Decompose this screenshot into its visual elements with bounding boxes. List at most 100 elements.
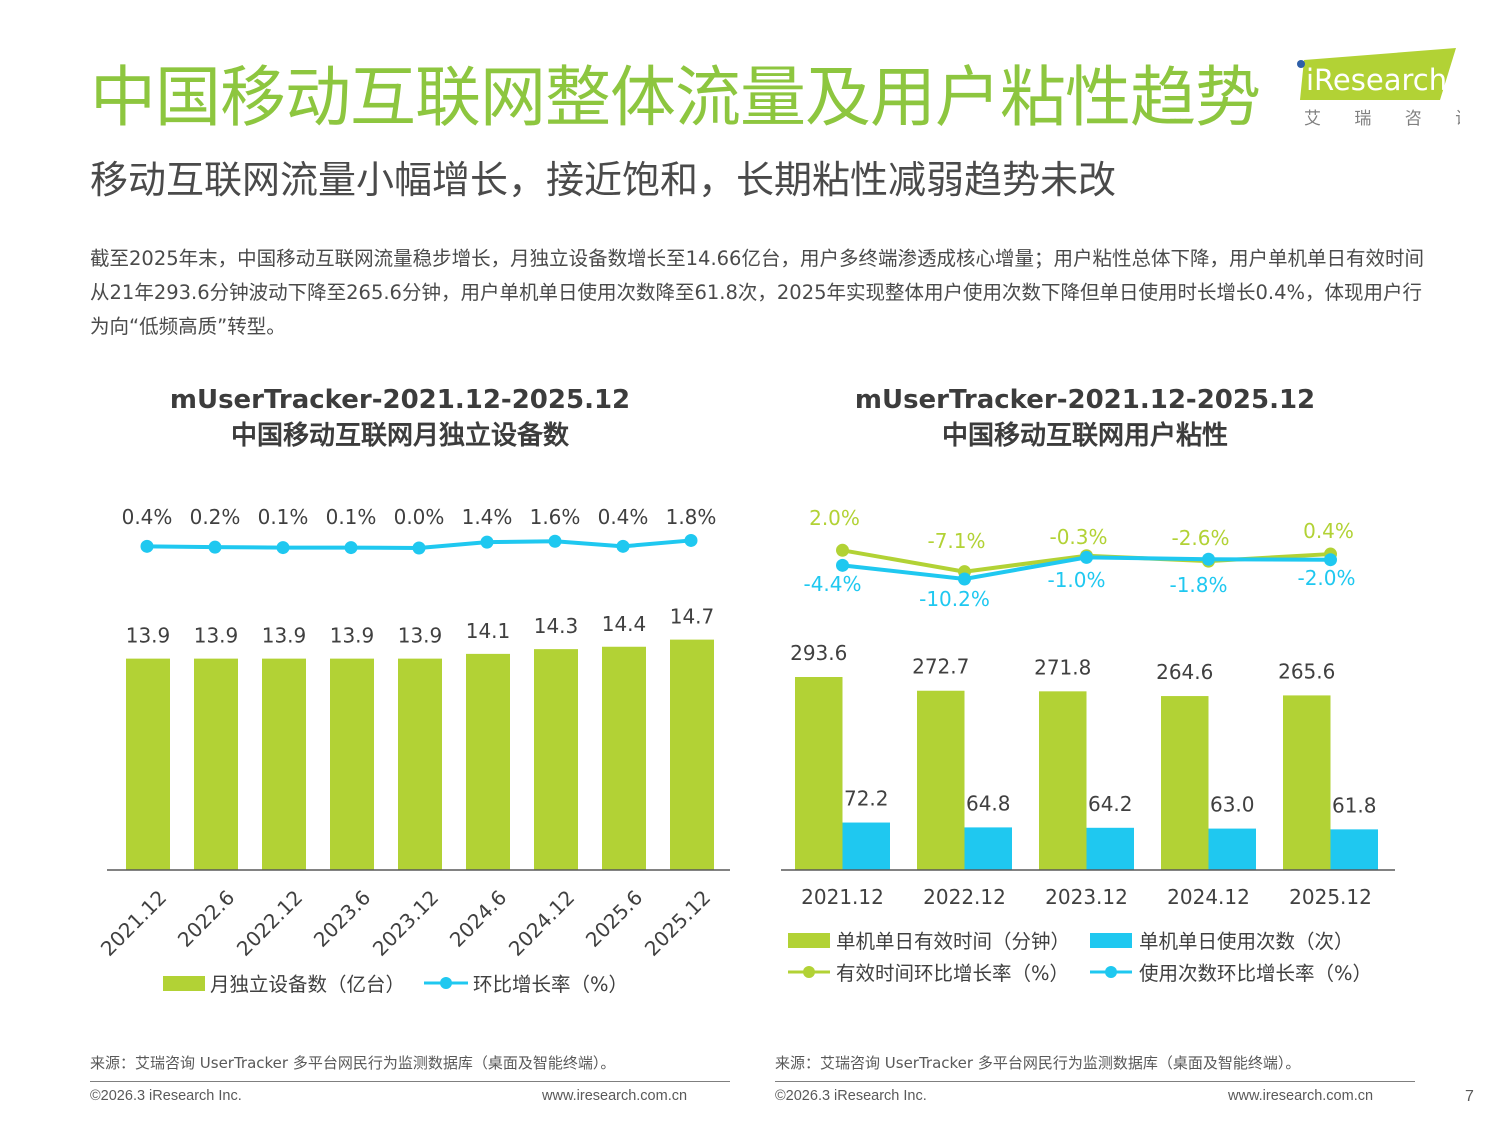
point-growth-2024.12 [548,534,562,548]
line-label-time-growth: 2.0% [809,506,860,530]
bar-time-2022.12 [917,690,965,870]
legend-label-devices: 月独立设备数（亿台） [210,973,405,996]
line-label-growth: 1.4% [462,505,513,529]
bar-label-devices: 14.4 [602,612,647,636]
line-label-growth: 1.6% [530,505,581,529]
bar-devices-2022.12 [262,658,306,870]
source-note-left: 来源：艾瑞咨询 UserTracker 多平台网民行为监测数据库（桌面及智能终端… [90,1054,616,1072]
point-count-growth-2021.12 [836,558,849,572]
point-count-growth-2024.12 [1202,552,1215,566]
line-label-count-growth: -10.2% [919,587,990,611]
line-label-growth: 0.4% [122,505,173,529]
bar-time-2021.12 [795,677,843,870]
line-label-count-growth: -4.4% [803,572,861,596]
website-link-right[interactable]: www.iresearch.com.cn [1228,1088,1374,1104]
point-growth-2021.12 [140,539,154,553]
summary-paragraph: 截至2025年末，中国移动互联网流量稳步增长，月独立设备数增长至14.66亿台，… [90,247,1424,338]
copyright-right: ©2026.3 iResearch Inc. [775,1088,927,1104]
bar-time-2025.12 [1283,695,1331,870]
point-growth-2022.12 [276,541,290,555]
line-label-count-growth: -2.0% [1297,566,1355,590]
point-growth-2025.12 [684,533,698,547]
line-label-growth: 1.8% [666,505,717,529]
x-tick-label: 2022.12 [923,885,1006,909]
bar-devices-2021.12 [126,658,170,870]
bar-time-2024.12 [1161,696,1209,870]
bar-label-time: 293.6 [790,641,847,665]
bar-label-devices: 14.7 [670,605,715,629]
left-line-group: 0.4% 0.2% 0.1% 0.1% 0.0% 1.4% 1.6% 0.4% 1.8% [122,505,717,555]
line-label-count-growth: -1.0% [1047,568,1105,592]
x-tick-label: 2025.12 [1289,885,1372,909]
bar-count-2022.12 [964,827,1012,870]
bar-label-devices: 13.9 [126,624,171,648]
right-bars-group: 293.6 72.2 272.7 64.8 271.8 64.2 264.6 63.0 265.… [790,641,1378,870]
bar-label-count: 61.8 [1332,793,1377,817]
point-count-growth-2023.12 [1080,550,1093,564]
point-growth-2023.6 [344,541,358,555]
bar-count-2023.12 [1086,827,1134,870]
logo-brand-text: iResearch [1306,63,1447,97]
footer-divider-left [90,1081,730,1082]
point-growth-2025.6 [616,539,630,553]
left-chart-title-line2: 中国移动互联网月独立设备数 [230,421,569,451]
right-lines-group: 2.0% -7.1% -0.3% -2.6% 0.4% -4.4% -10.2% -1.0% -… [803,506,1355,611]
x-tick-label: 2021.12 [801,885,884,909]
point-count-growth-2025.12 [1324,553,1337,567]
website-link-left[interactable]: www.iresearch.com.cn [542,1088,688,1104]
point-growth-2024.6 [480,535,494,549]
line-label-growth: 0.2% [190,505,241,529]
page-title: 中国移动互联网整体流量及用户粘性趋势 [90,59,1261,136]
bar-label-count: 63.0 [1210,793,1255,817]
bar-label-time: 264.6 [1156,660,1213,684]
line-label-time-growth: 0.4% [1303,519,1354,543]
legend-swatch-count [1090,933,1132,948]
legend-label-count-growth: 使用次数环比增长率（%） [1139,962,1372,985]
bar-label-devices: 13.9 [330,624,375,648]
left-chart-title: mUserTracker-2021.12-2025.12 中国移动互联网月独立设… [105,382,695,454]
line-label-time-growth: -0.3% [1049,525,1107,549]
point-time-growth-2021.12 [836,543,849,557]
legend-marker-count-growth [1105,966,1117,978]
bar-devices-2025.12 [670,639,714,870]
left-chart-devices: 13.9 13.9 13.9 13.9 13.9 14.1 14.3 14.4 14.7 0.4… [96,505,730,996]
logo-green-banner [1300,48,1456,100]
page-subtitle: 移动互联网流量小幅增长，接近饱和，长期粘性减弱趋势未改 [90,158,1117,202]
bar-devices-2022.6 [194,658,238,870]
bar-label-time: 265.6 [1278,659,1335,683]
bar-devices-2023.12 [398,658,442,870]
x-tick-label: 2024.12 [1167,885,1250,909]
x-tick-label: 2023.12 [1045,885,1128,909]
source-note-right: 来源：艾瑞咨询 UserTracker 多平台网民行为监测数据库（桌面及智能终端… [775,1054,1301,1072]
line-label-growth: 0.4% [598,505,649,529]
legend-label-time-growth: 有效时间环比增长率（%） [836,962,1069,985]
left-chart-title-line1: mUserTracker-2021.12-2025.12 [169,385,631,415]
logo-blue-dot [1297,60,1305,68]
bar-label-count: 64.2 [1088,792,1133,816]
bar-devices-2025.6 [602,646,646,870]
bar-label-devices: 13.9 [262,624,307,648]
bar-devices-2024.6 [466,653,510,870]
right-chart-stickiness: 293.6 72.2 272.7 64.8 271.8 64.2 264.6 63.0 265.… [781,506,1395,985]
bar-count-2025.12 [1330,829,1378,870]
bar-label-devices: 14.3 [534,614,579,638]
bar-count-2021.12 [842,822,890,870]
line-label-growth: 0.0% [394,505,445,529]
copyright-left: ©2026.3 iResearch Inc. [90,1088,242,1104]
right-x-ticks: 2021.12 2022.12 2023.12 2024.12 2025.12 [801,885,1372,909]
logo-cn-text: 艾 瑞 咨 询 [1304,109,1460,128]
legend-label-time: 单机单日有效时间（分钟） [836,930,1070,953]
bar-label-devices: 13.9 [194,624,239,648]
bar-label-devices: 13.9 [398,624,443,648]
bar-devices-2023.6 [330,658,374,870]
line-label-growth: 0.1% [258,505,309,529]
logo-graphic: iResearch 艾 瑞 咨 询 [1297,48,1472,129]
legend-marker-growth [440,977,452,989]
right-chart-title-line1: mUserTracker-2021.12-2025.12 [854,385,1316,415]
bar-label-time: 271.8 [1034,655,1091,679]
page-number: 7 [1465,1088,1474,1105]
left-bars-group: 13.9 13.9 13.9 13.9 13.9 14.1 14.3 14.4 14.7 [126,605,715,870]
legend-label-count: 单机单日使用次数（次） [1139,930,1354,953]
footer-divider-right [775,1081,1415,1082]
bar-label-devices: 14.1 [466,619,511,643]
